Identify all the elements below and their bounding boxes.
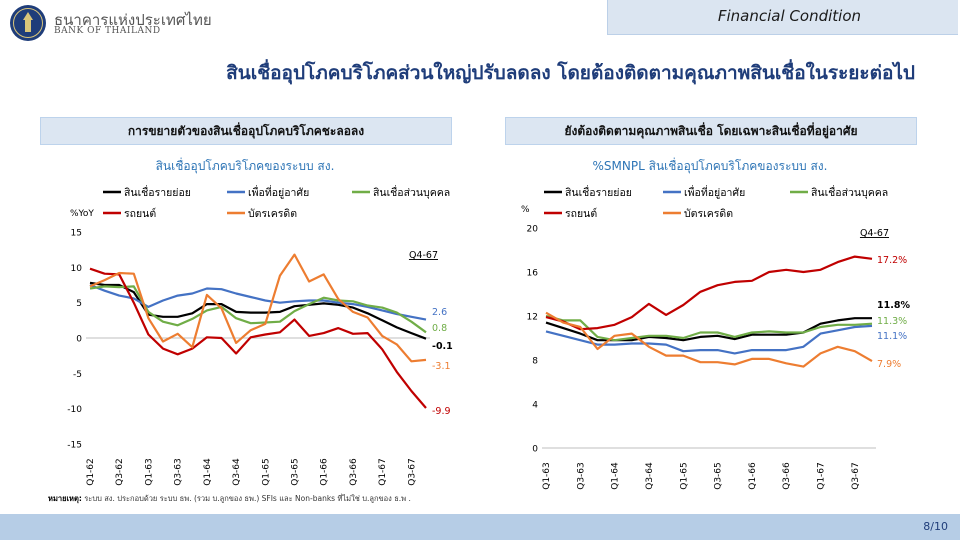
period-annotation: Q4-67 xyxy=(860,228,889,239)
x-tick-label: Q1-63 xyxy=(144,458,154,486)
loan-growth-chart: สินเชื่ออุปโภคบริโภคของระบบ สง. %YoY สินเช… xyxy=(67,157,453,486)
y-tick-label: 15 xyxy=(71,229,82,239)
footnote: หมายเหตุ: ระบบ สง. ประกอบด้วย ระบบ ธพ. (… xyxy=(48,493,411,505)
page-number: 8/10 xyxy=(923,520,948,533)
org-name-thai: ธนาคารแห่งประเทศไทย xyxy=(54,11,212,29)
legend-label: เพื่อที่อยู่อาศัย xyxy=(684,185,745,199)
y-tick-label: -5 xyxy=(73,370,82,380)
section-box: Financial Condition xyxy=(607,0,958,35)
legend-label: สินเชื่อรายย่อย xyxy=(565,185,632,199)
x-tick-label: Q1-63 xyxy=(542,462,552,490)
x-tick-label: Q3-63 xyxy=(576,462,586,490)
x-tick-label: Q1-66 xyxy=(748,462,758,490)
legend-label: รถยนต์ xyxy=(565,207,597,220)
legend-label: สินเชื่อส่วนบุคคล xyxy=(811,185,888,199)
x-tick-label: Q1-64 xyxy=(611,462,621,490)
x-tick-label: Q3-64 xyxy=(232,458,242,486)
org-name-english: BANK OF THAILAND xyxy=(54,26,161,36)
y-tick-label: 0 xyxy=(76,335,82,345)
x-tick-label: Q3-67 xyxy=(851,462,861,490)
smnpl-chart: %SMNPL สินเชื่ออุปโภคบริโภคของระบบ สง.% ส… xyxy=(521,157,910,490)
series-line xyxy=(545,255,873,331)
series-line xyxy=(89,267,427,409)
end-value-label: 0.8 xyxy=(432,323,447,334)
x-tick-label: Q3-67 xyxy=(407,458,417,486)
series-line xyxy=(545,317,872,342)
slide-title: สินเชื่ออุปโภคบริโภคส่วนใหญ่ปรับลดลง โดย… xyxy=(226,62,915,84)
x-tick-label: Q1-65 xyxy=(679,462,689,490)
y-tick-label: 4 xyxy=(532,401,538,411)
x-tick-label: Q3-65 xyxy=(714,462,724,490)
y-axis-unit: %YoY xyxy=(70,209,94,219)
x-tick-label: Q3-62 xyxy=(115,458,125,486)
panel-header-right: ยังต้องติดตามคุณภาพสินเชื่อ โดยเฉพาะสินเ… xyxy=(505,117,917,145)
x-tick-label: Q1-62 xyxy=(86,458,96,486)
legend-label: สินเชื่อรายย่อย xyxy=(124,185,191,199)
chart-title: สินเชื่ออุปโภคบริโภคของระบบ สง. xyxy=(156,157,335,174)
x-tick-label: Q3-66 xyxy=(349,458,359,486)
legend-label: รถยนต์ xyxy=(124,207,156,220)
y-tick-label: -10 xyxy=(67,405,82,415)
legend-label: เพื่อที่อยู่อาศัย xyxy=(248,185,309,199)
x-tick-label: Q1-65 xyxy=(261,458,271,486)
x-tick-label: Q3-64 xyxy=(645,462,655,490)
x-tick-label: Q1-66 xyxy=(320,458,330,486)
footnote-label: หมายเหตุ: xyxy=(48,494,82,503)
end-value-label: -3.1 xyxy=(432,361,451,372)
end-value-label: 2.6 xyxy=(432,307,447,318)
section-label: Financial Condition xyxy=(717,7,861,25)
chart-title: %SMNPL สินเชื่ออุปโภคบริโภคของระบบ สง. xyxy=(593,157,828,174)
end-value-label: 17.2% xyxy=(877,255,907,266)
legend-label: สินเชื่อส่วนบุคคล xyxy=(373,185,450,199)
x-tick-label: Q1-67 xyxy=(378,458,388,486)
x-tick-label: Q3-63 xyxy=(174,458,184,486)
y-axis-unit: % xyxy=(521,205,530,215)
series-line xyxy=(545,324,873,355)
y-tick-label: 8 xyxy=(532,357,538,367)
x-tick-label: Q3-65 xyxy=(291,458,301,486)
end-value-label: -0.1 xyxy=(432,341,453,352)
x-tick-label: Q3-66 xyxy=(782,462,792,490)
panel-header-left: การขยายตัวของสินเชื่ออุปโภคบริโภคชะลอลง xyxy=(40,117,452,145)
series-line xyxy=(545,314,873,342)
x-tick-label: Q1-64 xyxy=(203,458,213,486)
series-line xyxy=(545,311,873,368)
footer-bar: 8/10 xyxy=(0,514,960,540)
end-value-label: 11.8% xyxy=(877,300,910,311)
series-line xyxy=(89,253,427,363)
y-tick-label: 16 xyxy=(527,269,539,279)
end-value-label: 11.3% xyxy=(877,316,907,327)
legend-label: บัตรเครดิต xyxy=(248,208,297,220)
legend-label: บัตรเครดิต xyxy=(684,208,733,220)
y-tick-label: -15 xyxy=(67,441,82,451)
y-tick-label: 5 xyxy=(76,299,82,309)
x-tick-label: Q1-67 xyxy=(817,462,827,490)
end-value-label: -9.9 xyxy=(432,406,451,417)
y-tick-label: 0 xyxy=(532,445,538,455)
end-value-label: 7.9% xyxy=(877,359,901,370)
end-value-label: 11.1% xyxy=(877,331,907,342)
y-tick-label: 10 xyxy=(71,264,83,274)
y-tick-label: 12 xyxy=(527,313,538,323)
footnote-text: ระบบ สง. ประกอบด้วย ระบบ ธพ. (รวม บ.ลูกข… xyxy=(81,494,411,503)
bot-logo xyxy=(10,5,46,41)
y-tick-label: 20 xyxy=(527,225,539,235)
period-annotation: Q4-67 xyxy=(409,250,438,261)
